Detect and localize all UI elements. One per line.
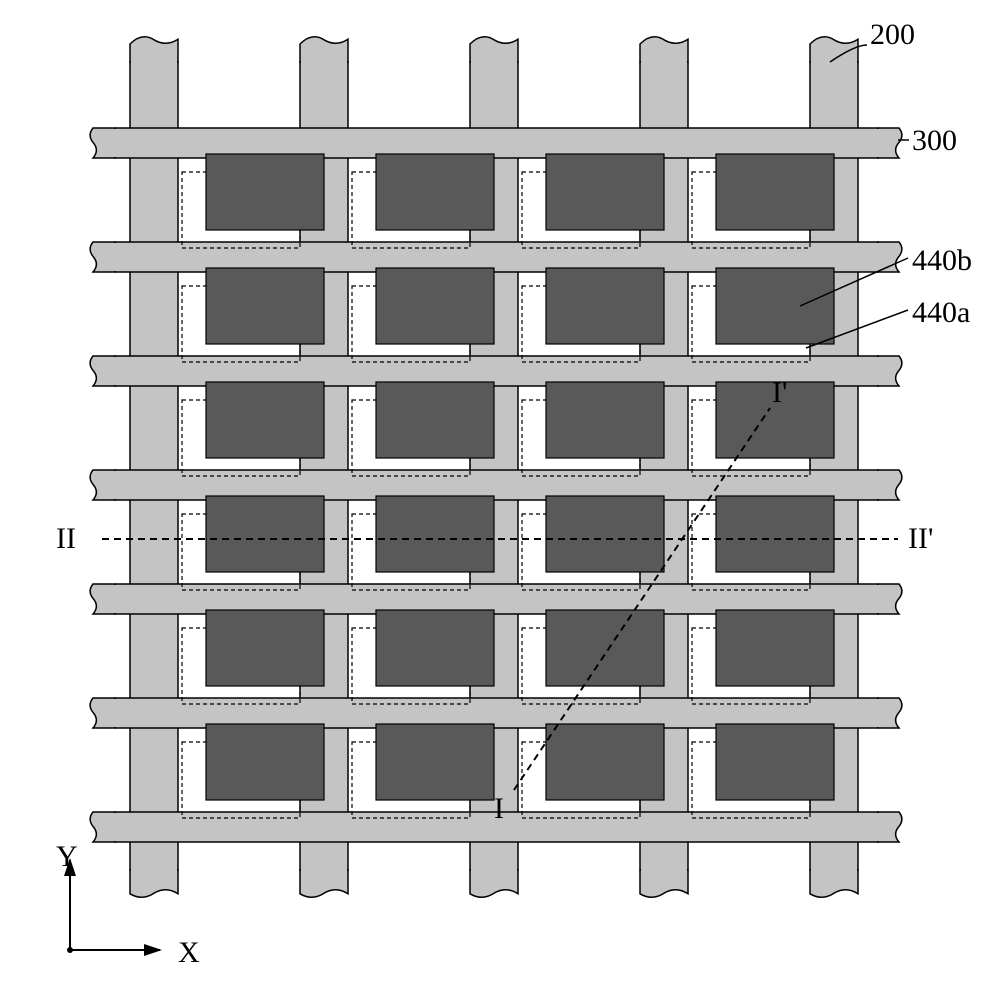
schematic-svg [0, 0, 1000, 994]
label-440a: 440a [912, 296, 970, 330]
label-I-prime: I' [772, 376, 787, 410]
diagram-container: 200 300 440b 440a II II' I I' X Y [0, 0, 1000, 994]
label-Y: Y [56, 840, 78, 874]
label-X: X [178, 936, 200, 970]
label-200: 200 [870, 18, 915, 52]
label-II-prime: II' [908, 522, 933, 556]
label-II: II [56, 522, 76, 556]
label-300: 300 [912, 124, 957, 158]
label-440b: 440b [912, 244, 972, 278]
label-I: I [494, 792, 504, 826]
